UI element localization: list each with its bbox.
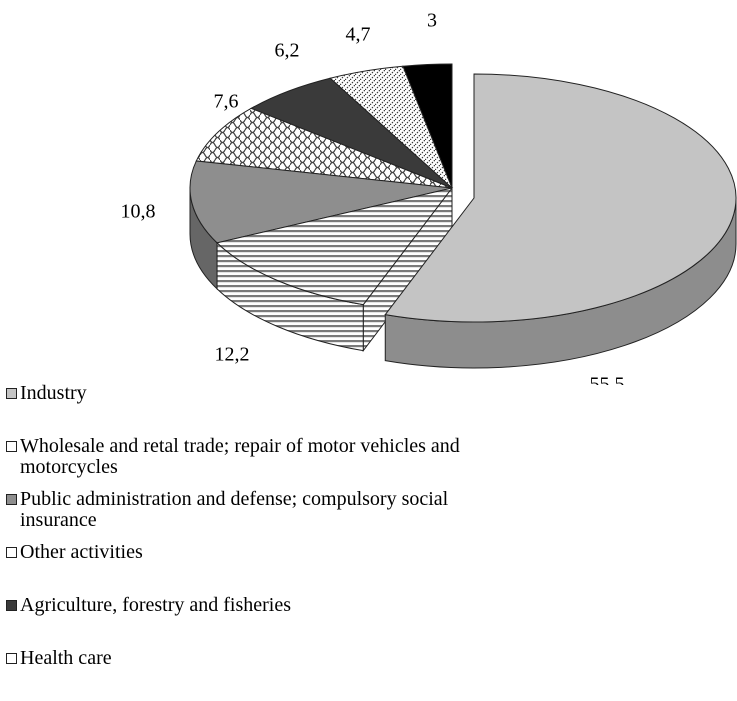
legend-label: Industry — [20, 382, 87, 404]
legend-swatch — [6, 653, 17, 664]
legend-item: Industry — [6, 383, 526, 404]
pie-slice — [189, 160, 453, 244]
pie-slice — [195, 107, 453, 189]
legend-swatch — [6, 547, 17, 558]
data-label: 3 — [427, 10, 437, 32]
legend-label: Other activities — [20, 541, 143, 563]
legend-swatch — [6, 600, 17, 611]
data-label: 10,8 — [121, 201, 156, 223]
pie-slice — [384, 73, 737, 323]
legend-label: Public administration and defense; compu… — [20, 488, 449, 531]
pie-slice — [216, 187, 454, 306]
legend-label: Health care — [20, 647, 112, 669]
legend-label: Wholesale and retal trade; repair of mot… — [20, 435, 460, 478]
legend-item: Health care — [6, 648, 526, 669]
legend-swatch — [6, 441, 17, 452]
data-label: 4,7 — [346, 24, 371, 46]
legend-swatch — [6, 494, 17, 505]
page: 55,5 12,2 10,8 7,6 6,2 4,7 3 Industry Wholesale… — [6, 9, 737, 669]
data-label: 55,5 — [590, 374, 625, 385]
legend-item: Agriculture, forestry and fisheries — [6, 595, 526, 616]
legend-item: Other activities — [6, 542, 526, 563]
legend: Industry Wholesale and retal trade; repai… — [6, 383, 526, 701]
data-label: 7,6 — [214, 91, 239, 113]
legend-item: Public administration and defense; compu… — [6, 489, 526, 542]
data-label: 12,2 — [215, 344, 250, 366]
chart: 55,5 12,2 10,8 7,6 6,2 4,7 3 — [121, 10, 737, 385]
legend-item: Wholesale and retal trade; repair of mot… — [6, 436, 526, 489]
legend-swatch — [6, 388, 17, 399]
data-label: 6,2 — [275, 40, 300, 62]
legend-label: Agriculture, forestry and fisheries — [20, 594, 292, 616]
